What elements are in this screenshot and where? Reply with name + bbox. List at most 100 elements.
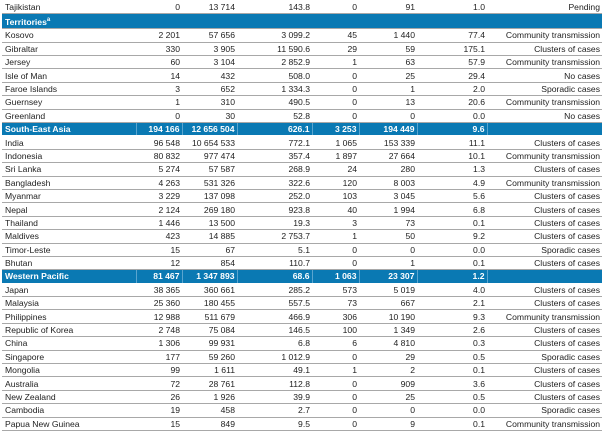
cell-c6: 4.9 bbox=[417, 176, 487, 190]
cell-c3: 2 753.7 bbox=[237, 229, 312, 244]
cell-c3: 923.8 bbox=[237, 202, 312, 217]
cell-c4: 3 bbox=[312, 216, 359, 231]
cell-c6: 5.6 bbox=[417, 189, 487, 204]
cell-c5: 1 bbox=[359, 256, 417, 271]
cell-c6: 11.1 bbox=[417, 135, 487, 150]
cell-c6: 1.2 bbox=[417, 269, 488, 284]
cell-c5: 73 bbox=[359, 216, 417, 231]
cell-c7: Sporadic cases bbox=[487, 243, 602, 257]
cell-c1: 15 bbox=[136, 243, 182, 257]
cell-c5: 50 bbox=[359, 229, 417, 244]
cell-c4: 45 bbox=[312, 28, 359, 43]
country-name: Western Pacific bbox=[2, 269, 137, 284]
cell-c1: 38 365 bbox=[136, 283, 182, 298]
cell-c5: 1 994 bbox=[359, 202, 417, 217]
region-header-row: Western Pacific 81 467 1 347 893 68.6 1 063 2… bbox=[2, 269, 602, 284]
cell-c2: 99 931 bbox=[182, 336, 237, 351]
cell-c4: 103 bbox=[312, 189, 359, 204]
cell-c1: 2 748 bbox=[136, 323, 182, 338]
country-name: Cambodia bbox=[2, 403, 136, 418]
country-name: Maldives bbox=[2, 229, 136, 244]
country-name: Indonesia bbox=[2, 149, 136, 164]
cell-c2: 1 347 893 bbox=[182, 269, 238, 284]
cell-c6: 0.1 bbox=[417, 417, 487, 431]
table-row: Cambodia 19 458 2.7 0 0 0.0 Sporadic cases bbox=[2, 403, 602, 418]
cell-c1: 194 166 bbox=[136, 122, 183, 137]
cell-c6: 9.2 bbox=[417, 229, 487, 244]
cell-c6: 0.0 bbox=[417, 109, 487, 123]
table-row: Isle of Man 14 432 508.0 0 25 29.4 No cases bbox=[2, 68, 602, 83]
cell-c6: 0.0 bbox=[417, 243, 487, 257]
cell-c3: 772.1 bbox=[237, 135, 312, 150]
country-name: Tajikistan bbox=[2, 1, 136, 15]
cell-c4: 0 bbox=[312, 1, 359, 15]
cell-c6: 1.3 bbox=[417, 162, 487, 177]
cell-c2: 180 455 bbox=[182, 296, 237, 311]
cell-c3: 6.8 bbox=[237, 336, 312, 351]
country-name: Gibraltar bbox=[2, 42, 136, 57]
cell-c2: 10 654 533 bbox=[182, 135, 237, 150]
cell-c2: 854 bbox=[182, 256, 237, 271]
country-name: South-East Asia bbox=[2, 122, 137, 137]
cell-c6: 2.1 bbox=[417, 296, 487, 311]
country-name: Guernsey bbox=[2, 95, 136, 110]
table-row: Mongolia 99 1 611 49.1 1 2 0.1 Clusters of case… bbox=[2, 363, 602, 378]
cell-c3: 19.3 bbox=[237, 216, 312, 231]
cell-c4: 1 897 bbox=[312, 149, 359, 164]
cell-c5: 909 bbox=[359, 376, 417, 391]
cell-c5: 13 bbox=[359, 95, 417, 110]
table-row: Singapore 177 59 260 1 012.9 0 29 0.5 Sporadic … bbox=[2, 350, 602, 365]
cell-c1: 1 bbox=[136, 95, 182, 110]
cell-c3: 68.6 bbox=[237, 269, 313, 284]
cell-c5: 29 bbox=[359, 350, 417, 365]
cell-c2: 57 656 bbox=[182, 28, 237, 43]
cell-c2: 12 656 504 bbox=[182, 122, 238, 137]
cell-c6: 6.8 bbox=[417, 202, 487, 217]
cell-c2: 13 714 bbox=[182, 1, 237, 15]
country-name: Singapore bbox=[2, 350, 136, 365]
cell-c3: 490.5 bbox=[237, 95, 312, 110]
country-name: Nepal bbox=[2, 202, 136, 217]
cell-c4: 306 bbox=[312, 309, 359, 324]
country-name: Mongolia bbox=[2, 363, 136, 378]
cell-c5: 0 bbox=[359, 243, 417, 257]
cell-c3: 49.1 bbox=[237, 363, 312, 378]
cell-c6: 0.0 bbox=[417, 403, 487, 418]
country-name: India bbox=[2, 135, 136, 150]
table-row: Gibraltar 330 3 905 11 590.6 29 59 175.1 Cluste… bbox=[2, 42, 602, 57]
country-name: Japan bbox=[2, 283, 136, 298]
cell-c4: 0 bbox=[312, 82, 359, 97]
cell-c7: Clusters of cases bbox=[487, 336, 602, 351]
cell-c4: 0 bbox=[312, 390, 359, 405]
cell-c5: 194 449 bbox=[359, 122, 418, 137]
country-name: Australia bbox=[2, 376, 136, 391]
cell-c5: 3 045 bbox=[359, 189, 417, 204]
table-row: Guernsey 1 310 490.5 0 13 20.6 Community transm… bbox=[2, 95, 602, 110]
cell-c2: 75 084 bbox=[182, 323, 237, 338]
cell-c5: 23 307 bbox=[359, 269, 418, 284]
cell-c6: 4.0 bbox=[417, 283, 487, 298]
cell-c1: 4 263 bbox=[136, 176, 182, 190]
cell-c7: Community transmission bbox=[487, 309, 602, 324]
cell-c3: 52.8 bbox=[237, 109, 312, 123]
table-row: Timor-Leste 15 67 5.1 0 0 0.0 Sporadic cases bbox=[2, 243, 602, 257]
cell-c7: Community transmission bbox=[487, 149, 602, 164]
cell-c1: 25 360 bbox=[136, 296, 182, 311]
cell-c2: 360 661 bbox=[182, 283, 237, 298]
cell-c5: 8 003 bbox=[359, 176, 417, 190]
cell-c5: 25 bbox=[359, 68, 417, 83]
cell-c6: 57.9 bbox=[417, 55, 487, 70]
country-name: Sri Lanka bbox=[2, 162, 136, 177]
cell-c5: 1 349 bbox=[359, 323, 417, 338]
cell-c6: 10.1 bbox=[417, 149, 487, 164]
cell-c6: 0.3 bbox=[417, 336, 487, 351]
country-name: Malaysia bbox=[2, 296, 136, 311]
cell-c7: Sporadic cases bbox=[487, 350, 602, 365]
cell-c2: 849 bbox=[182, 417, 237, 431]
table-row: Greenland 0 30 52.8 0 0 0.0 No cases bbox=[2, 109, 602, 123]
cell-c7: Clusters of cases bbox=[487, 283, 602, 298]
cell-c4: 100 bbox=[312, 323, 359, 338]
cell-c3: 285.2 bbox=[237, 283, 312, 298]
table-row: New Zealand 26 1 926 39.9 0 25 0.5 Clusters of … bbox=[2, 390, 602, 405]
cell-c4: 1 bbox=[312, 363, 359, 378]
